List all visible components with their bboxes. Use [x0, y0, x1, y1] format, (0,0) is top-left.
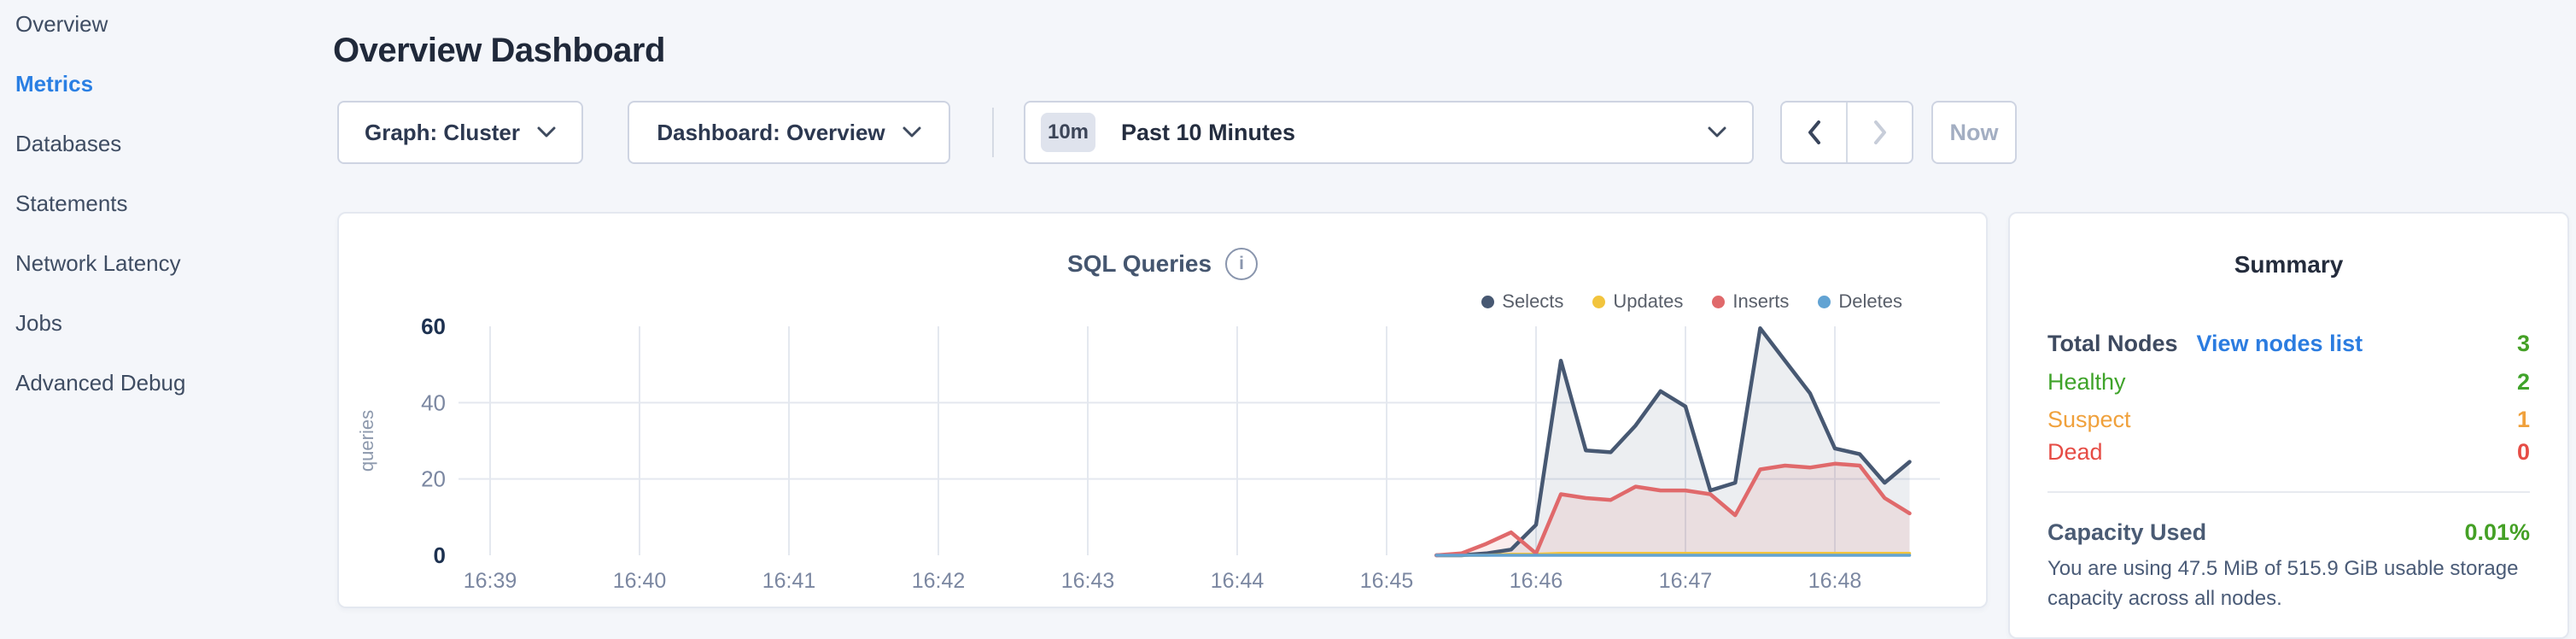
sidebar-item-databases[interactable]: Databases [15, 131, 122, 156]
svg-text:16:40: 16:40 [613, 569, 667, 593]
svg-text:queries: queries [356, 410, 377, 472]
step-forward-button[interactable] [1846, 103, 1912, 162]
graph-dropdown-label: Graph: Cluster [364, 119, 521, 145]
svg-text:16:45: 16:45 [1360, 569, 1414, 593]
capacity-row: Capacity Used 0.01% [2047, 519, 2530, 546]
graph-dropdown[interactable]: Graph: Cluster [337, 101, 583, 164]
svg-text:16:41: 16:41 [762, 569, 816, 593]
svg-text:16:44: 16:44 [1211, 569, 1265, 593]
chart-title-row: SQL Queries [339, 248, 1986, 280]
time-step-buttons [1780, 101, 1913, 164]
legend-label: Deletes [1838, 290, 1902, 312]
legend-dot-icon [1818, 295, 1831, 308]
legend-dot-icon [1592, 295, 1606, 308]
summary-row-label: Total Nodes [2047, 330, 2178, 356]
legend-dot-icon [1712, 295, 1726, 308]
summary-panel: Summary Total Nodes View nodes list 3 Healt… [2008, 212, 2569, 639]
svg-text:60: 60 [421, 314, 446, 339]
time-window-label: Past 10 Minutes [1121, 119, 1296, 145]
capacity-description: You are using 47.5 MiB of 515.9 GiB usab… [2047, 557, 2519, 610]
view-nodes-list-link[interactable]: View nodes list [2196, 330, 2363, 356]
time-window-selector[interactable]: 10m Past 10 Minutes [1024, 101, 1754, 164]
chart-title: SQL Queries [1066, 250, 1212, 277]
svg-text:0: 0 [434, 542, 446, 568]
summary-row-dead: Dead 0 [2047, 438, 2530, 466]
sidebar-item-network-latency[interactable]: Network Latency [15, 250, 181, 276]
capacity-value: 0.01% [2464, 519, 2530, 545]
summary-row-value: 0 [2516, 438, 2530, 465]
controls-divider [992, 108, 994, 157]
chevron-down-icon [1708, 126, 1726, 138]
summary-row-label: Dead [2047, 438, 2103, 465]
info-icon[interactable] [1225, 248, 1259, 280]
svg-text:16:46: 16:46 [1510, 569, 1563, 593]
legend-item-inserts[interactable]: Inserts [1712, 290, 1789, 313]
svg-text:16:47: 16:47 [1659, 569, 1713, 593]
chevron-down-icon [537, 126, 556, 138]
svg-text:16:39: 16:39 [464, 569, 517, 593]
chevron-right-icon [1873, 120, 1886, 144]
now-button[interactable]: Now [1931, 101, 2017, 164]
summary-row-value: 2 [2516, 368, 2530, 395]
summary-row-label: Healthy [2047, 368, 2126, 395]
svg-text:20: 20 [421, 466, 446, 492]
capacity-label: Capacity Used [2047, 519, 2207, 545]
dashboard-dropdown[interactable]: Dashboard: Overview [628, 101, 950, 164]
summary-row-total-nodes: Total Nodes View nodes list 3 [2047, 330, 2530, 357]
sidebar-item-advanced-debug[interactable]: Advanced Debug [15, 370, 186, 396]
summary-row-value: 1 [2516, 406, 2530, 432]
svg-text:40: 40 [421, 390, 446, 415]
legend-label: Updates [1613, 290, 1684, 312]
legend-item-deletes[interactable]: Deletes [1818, 290, 1902, 313]
svg-text:16:43: 16:43 [1061, 569, 1115, 593]
sql-queries-chart: 16:39 16:40 16:41 16:42 16:43 16:44 16:45 16:46… [356, 314, 1940, 593]
legend-dot-icon [1481, 295, 1495, 308]
chevron-down-icon [902, 126, 921, 138]
sql-queries-panel: SQL Queries Selects Updates Inserts Deletes… [337, 212, 1988, 608]
page: Overview Metrics Databases Statements Networ… [0, 0, 2576, 624]
dashboard-dropdown-label: Dashboard: Overview [657, 119, 885, 145]
chevron-left-icon [1808, 120, 1820, 144]
time-window-badge: 10m [1041, 113, 1095, 152]
legend-label: Selects [1502, 290, 1564, 312]
svg-text:16:48: 16:48 [1808, 569, 1862, 593]
summary-title: Summary [2234, 251, 2344, 278]
now-button-label: Now [1949, 119, 1999, 145]
page-title: Overview Dashboard [333, 31, 665, 69]
sidebar-item-statements[interactable]: Statements [15, 191, 128, 216]
summary-row-suspect: Suspect 1 [2047, 406, 2530, 433]
summary-divider [2047, 491, 2530, 493]
legend-item-updates[interactable]: Updates [1592, 290, 1683, 313]
chart-legend: Selects Updates Inserts Deletes [1481, 290, 1902, 313]
svg-text:16:42: 16:42 [912, 569, 966, 593]
sidebar-item-overview[interactable]: Overview [15, 11, 108, 37]
legend-item-selects[interactable]: Selects [1481, 290, 1563, 313]
sidebar: Overview Metrics Databases Statements Networ… [0, 0, 333, 624]
summary-row-healthy: Healthy 2 [2047, 368, 2530, 396]
sidebar-item-metrics[interactable]: Metrics [15, 71, 94, 97]
step-back-button[interactable] [1782, 103, 1846, 162]
sidebar-item-jobs[interactable]: Jobs [15, 310, 62, 336]
summary-row-label: Suspect [2047, 406, 2131, 432]
summary-row-value: 3 [2516, 330, 2530, 356]
legend-label: Inserts [1732, 290, 1790, 312]
